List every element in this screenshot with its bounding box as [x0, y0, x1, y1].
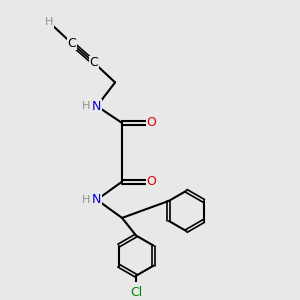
- Text: N: N: [92, 193, 102, 206]
- Text: O: O: [146, 175, 156, 188]
- Text: C: C: [68, 37, 76, 50]
- Text: H: H: [82, 195, 91, 205]
- Text: C: C: [90, 56, 98, 69]
- Text: Cl: Cl: [130, 286, 142, 299]
- Text: O: O: [146, 116, 156, 129]
- Text: H: H: [45, 17, 53, 27]
- Text: H: H: [82, 101, 91, 111]
- Text: N: N: [92, 100, 102, 113]
